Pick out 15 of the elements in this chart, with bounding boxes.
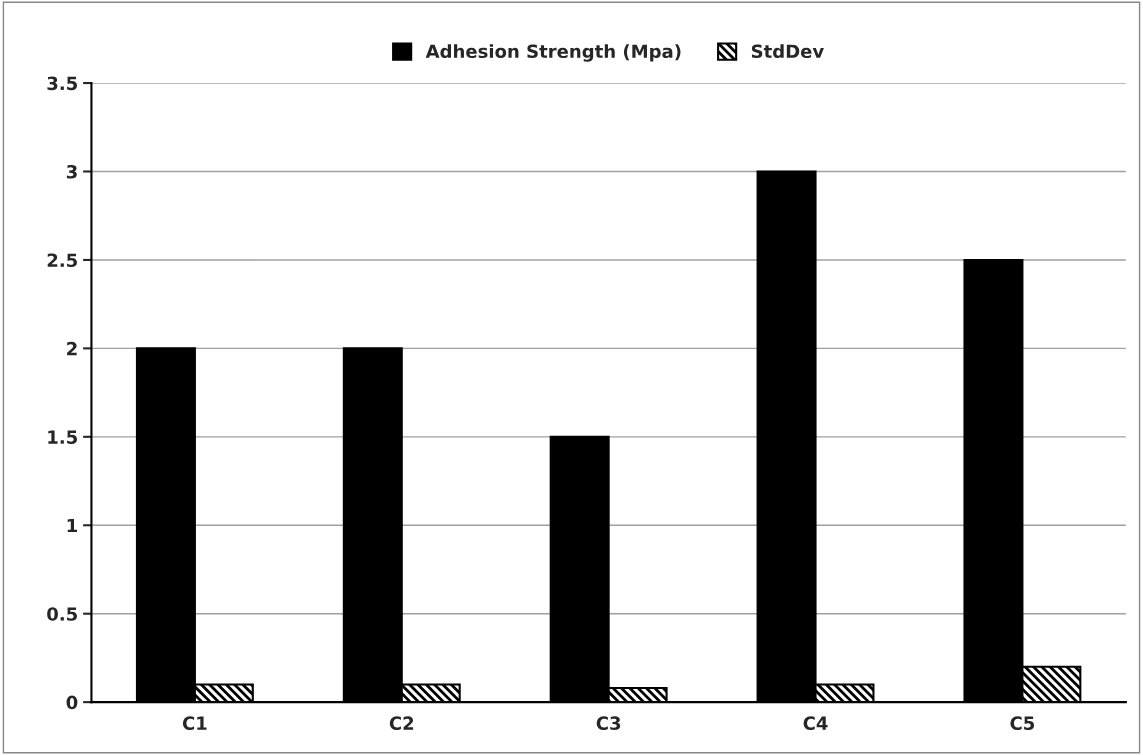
- y-tick-label: 2: [67, 341, 77, 356]
- legend-label: Adhesion Strength (Mpa): [425, 44, 681, 62]
- y-tick-label: 3: [66, 164, 77, 179]
- x-tick-label: C5: [1010, 716, 1035, 731]
- x-tick-label: C1: [182, 716, 207, 731]
- x-tick-label: C4: [803, 716, 828, 731]
- y-tick-label: 1.5: [48, 430, 77, 444]
- x-tick-label: C3: [596, 716, 621, 731]
- legend-label: StdDev: [751, 44, 824, 59]
- y-tick-label: 0: [66, 695, 78, 710]
- y-tick-label: 0.5: [47, 607, 77, 621]
- y-tick-label: 3.5: [47, 76, 77, 91]
- x-tick-label: C2: [389, 716, 414, 731]
- y-tick-label: 2.5: [47, 253, 77, 268]
- y-tick-label: 1: [67, 518, 77, 533]
